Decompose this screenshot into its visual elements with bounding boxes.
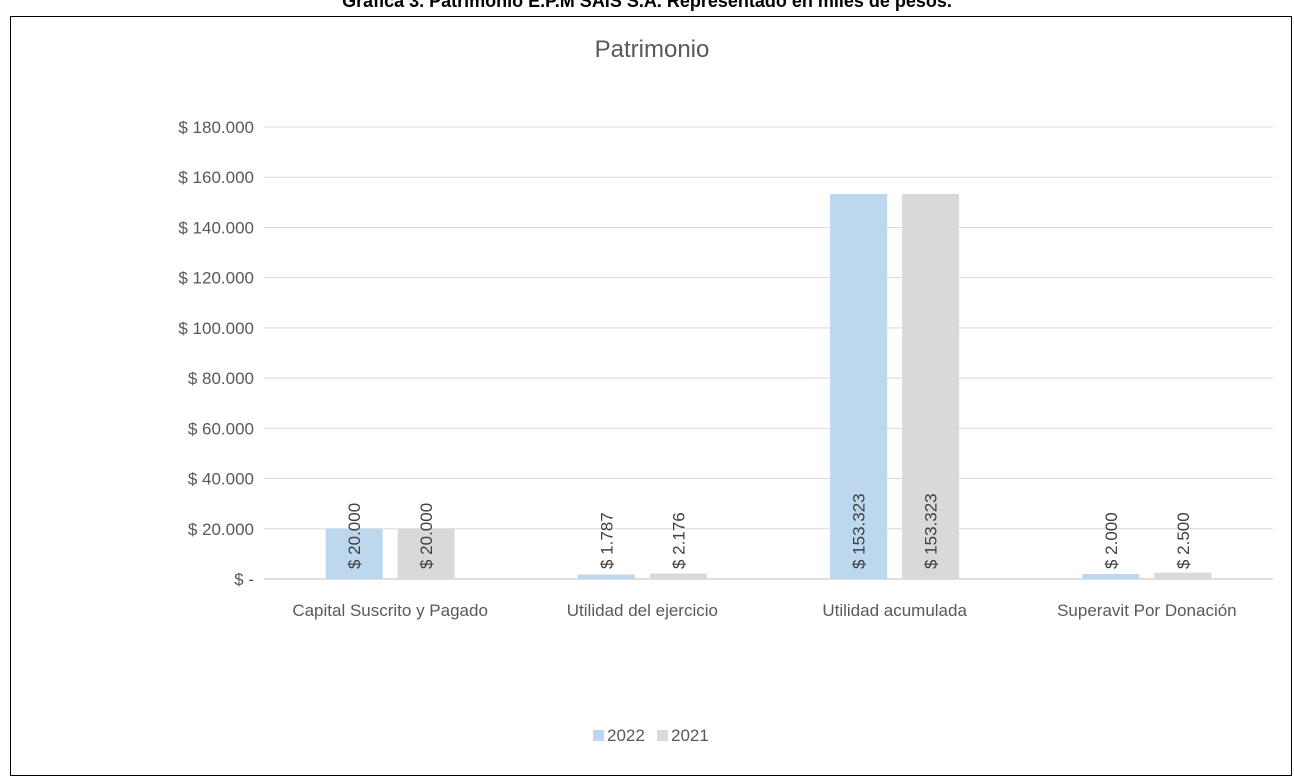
bar-2022-2 (830, 193, 888, 580)
data-label: $ 153.323 (922, 493, 941, 569)
y-tick-label: $ - (234, 570, 254, 589)
x-category-label: Utilidad del ejercicio (567, 601, 718, 620)
bar-2021-2 (902, 193, 960, 580)
legend: 2022 2021 (593, 726, 709, 745)
bar-2022-3 (1082, 573, 1140, 579)
legend-label-2021: 2021 (671, 726, 709, 745)
x-axis-labels: Capital Suscrito y Pagado Utilidad del ej… (292, 601, 1236, 620)
figure-caption: Gráfica 3. Patrimonio E.P.M SAIS S.A. Re… (342, 0, 952, 11)
y-tick-label: $ 160.000 (178, 168, 254, 187)
y-axis-labels: $ - $ 20.000 $ 40.000 $ 60.000 $ 80.000 $ 100… (178, 118, 254, 589)
data-label: $ 153.323 (850, 493, 869, 569)
legend-swatch-2022 (593, 730, 604, 741)
y-tick-label: $ 180.000 (178, 118, 254, 137)
bars (325, 193, 1212, 580)
data-label: $ 1.787 (597, 512, 616, 569)
x-category-label: Superavit Por Donación (1057, 601, 1237, 620)
chart-title: Patrimonio (595, 36, 710, 63)
y-tick-label: $ 120.000 (178, 269, 254, 288)
x-category-label: Utilidad acumulada (822, 601, 967, 620)
data-label: $ 20.000 (417, 503, 436, 569)
data-label: $ 2.500 (1174, 512, 1193, 569)
data-label: $ 20.000 (345, 503, 364, 569)
legend-swatch-2021 (657, 730, 668, 741)
y-tick-label: $ 100.000 (178, 319, 254, 338)
y-tick-label: $ 60.000 (188, 419, 254, 438)
bar-2022-0 (325, 528, 383, 579)
y-tick-label: $ 20.000 (188, 520, 254, 539)
y-tick-label: $ 80.000 (188, 369, 254, 388)
bar-chart: Patrimonio $ -$ 20.000$ 40.000$ 60.000$ … (178, 36, 1273, 745)
bar-2021-1 (649, 573, 707, 579)
data-label: $ 2.176 (669, 512, 688, 569)
chart-frame: Patrimonio $ - $ 20.000 $ 40.000 $ 60.000 $ … (10, 16, 1292, 776)
data-label: $ 2.000 (1102, 512, 1121, 569)
gridlines (264, 126, 1273, 580)
y-tick-label: $ 40.000 (188, 470, 254, 489)
bar-2021-3 (1154, 572, 1212, 579)
bar-2022-1 (577, 574, 635, 579)
x-category-label: Capital Suscrito y Pagado (292, 601, 488, 620)
legend-label-2022: 2022 (607, 726, 645, 745)
data-labels: $ 20.000 $ 20.000 $ 1.787 $ 2.176 $ 153.323 $… (345, 493, 1193, 569)
y-tick-label: $ 140.000 (178, 218, 254, 237)
bar-2021-0 (397, 528, 455, 579)
